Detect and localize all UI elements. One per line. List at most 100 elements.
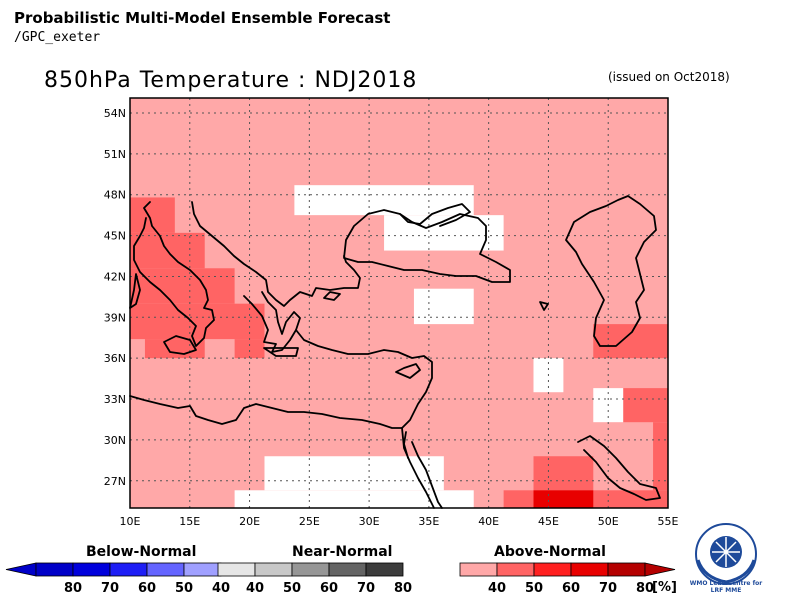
probability-cell: [533, 490, 594, 508]
latitude-labels: 54N 51N 48N 45N 42N 39N 36N 33N 30N 27N: [104, 107, 126, 488]
legend-swatch: [328, 562, 367, 577]
lat-tick-label: 54N: [104, 107, 126, 120]
lat-tick-label: 39N: [104, 311, 126, 324]
coast-turkey-levant: [295, 329, 433, 429]
legend-swatch: [217, 562, 256, 577]
lon-tick-label: 45E: [538, 515, 559, 528]
lat-tick-label: 36N: [104, 352, 126, 365]
legend-tick-label: 50: [175, 581, 193, 596]
lon-tick-label: 55E: [658, 515, 679, 528]
legend-below-bar: 80 70 60 50 40: [5, 562, 230, 596]
legend-swatch: [109, 562, 148, 577]
coast-greece: [243, 291, 301, 353]
coast-sardinia: [129, 273, 141, 309]
legend-tick-label: 70: [357, 581, 375, 596]
legend-above-title: Above-Normal: [494, 544, 606, 560]
coast-caspian: [565, 195, 657, 347]
legend-swatch: [183, 562, 222, 577]
probability-cell: [130, 268, 235, 304]
legend-swatch: [533, 562, 572, 577]
lon-tick-label: 25E: [299, 515, 320, 528]
lat-tick-label: 51N: [104, 148, 126, 161]
probability-cell: [234, 339, 265, 359]
lat-tick-label: 33N: [104, 393, 126, 406]
lon-tick-label: 50E: [598, 515, 619, 528]
legend-swatch: [459, 562, 498, 577]
logo-caption-line1: WMO Lead Centre for: [689, 580, 763, 587]
legend-tick-label: 80: [64, 581, 82, 596]
lon-tick-label: 20E: [239, 515, 260, 528]
probability-cell: [144, 339, 205, 359]
legend-arrow-right: [644, 562, 676, 577]
wmo-logo-icon: [695, 523, 757, 585]
probability-cell: [413, 288, 474, 325]
probability-cell: [533, 456, 594, 491]
legend-swatch: [146, 562, 185, 577]
lat-tick-label: 45N: [104, 230, 126, 243]
probability-cell: [593, 324, 668, 359]
forecast-title: Probabilistic Multi-Model Ensemble Forec…: [14, 9, 391, 27]
probability-cell: [623, 388, 668, 423]
legend-tick-label: 40: [246, 581, 264, 596]
coast-persian-gulf: [577, 435, 661, 501]
legend-tick-label: 40: [212, 581, 230, 596]
map-title: 850hPa Temperature : NDJ2018: [44, 68, 418, 93]
source-label: /GPC_exeter: [14, 30, 101, 45]
logo-caption: WMO Lead Centre for LRF MME: [686, 580, 766, 594]
legend-near-title: Near-Normal: [292, 544, 392, 560]
coast-red-sea: [401, 427, 443, 509]
lon-tick-label: 30E: [359, 515, 380, 528]
coast-black-sea: [343, 209, 511, 283]
legend-swatch: [365, 562, 404, 577]
issued-label: (issued on Oct2018): [608, 70, 730, 84]
lat-tick-label: 30N: [104, 434, 126, 447]
lat-tick-label: 27N: [104, 475, 126, 488]
legend-unit: [%]: [652, 580, 677, 595]
coast-sicily: [163, 335, 197, 355]
lon-tick-label: 35E: [418, 515, 439, 528]
legend-swatch: [291, 562, 330, 577]
longitude-labels: 10E 15E 20E 25E 30E 35E 40E 45E 50E 55E: [120, 515, 679, 528]
lat-tick-label: 42N: [104, 270, 126, 283]
coast-lake: [323, 291, 549, 311]
legend-tick-label: 60: [320, 581, 338, 596]
legend-tick-label: 80: [394, 581, 412, 596]
probability-cell: [653, 422, 668, 491]
coast-cyprus: [395, 363, 421, 379]
legend-swatch: [607, 562, 646, 577]
legend-near-bar: 40 50 60 70 80: [217, 562, 412, 596]
legend-swatch: [570, 562, 609, 577]
legend: Below-Normal Near-Normal Above-Normal 80…: [5, 544, 677, 596]
legend-swatch: [496, 562, 535, 577]
legend-above-bar: 40 50 60 70 80: [459, 562, 676, 596]
legend-arrow-left: [5, 562, 37, 577]
probability-cell: [234, 490, 474, 508]
coast-crete: [263, 347, 299, 357]
coast-italy-balkans: [133, 201, 361, 347]
legend-swatch: [72, 562, 111, 577]
legend-tick-label: 60: [562, 581, 580, 596]
probability-cell: [130, 303, 265, 340]
coast-north-africa: [129, 395, 403, 429]
lat-tick-label: 48N: [104, 189, 126, 202]
lon-tick-label: 15E: [179, 515, 200, 528]
logo-caption-line2: LRF MME: [710, 587, 742, 594]
legend-tick-label: 80: [636, 581, 654, 596]
legend-tick-label: 50: [525, 581, 543, 596]
legend-swatch: [254, 562, 293, 577]
legend-below-title: Below-Normal: [86, 544, 196, 560]
legend-tick-label: 70: [599, 581, 617, 596]
lon-tick-label: 40E: [478, 515, 499, 528]
graticule: [130, 98, 668, 508]
legend-tick-label: 70: [101, 581, 119, 596]
legend-tick-label: 60: [138, 581, 156, 596]
legend-tick-label: 50: [283, 581, 301, 596]
lon-tick-label: 10E: [120, 515, 141, 528]
map-frame: [129, 97, 669, 509]
probability-cell: [264, 456, 444, 491]
legend-tick-label: 40: [488, 581, 506, 596]
legend-swatch: [35, 562, 74, 577]
coast-crimea: [399, 203, 471, 227]
coastlines: [129, 195, 661, 509]
